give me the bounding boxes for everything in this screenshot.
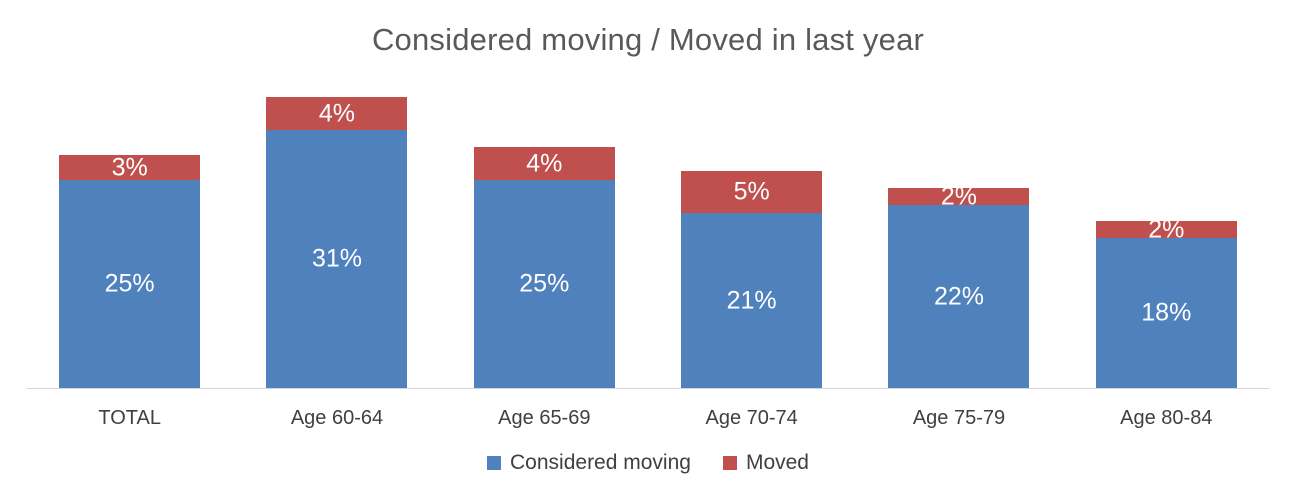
data-label-considered-moving-age-65-69: 25% [519,269,570,298]
x-axis-line [26,388,1270,389]
x-axis-label-age-75-79: Age 75-79 [912,407,1006,429]
data-label-considered-moving-age-80-84: 18% [1141,298,1192,327]
legend-label-considered-moving: Considered moving [510,451,691,474]
plot-area: 3% 25% 4% 31% 4% 25% 5% 21% 2% 22% 2% 18% [26,97,1270,388]
x-axis-label-total: TOTAL [98,407,161,429]
bar-segment-moved-total: 3% [59,153,201,181]
bar-segment-considered-moving-age-65-69: 25% [473,180,615,388]
bar-slot-age-75-79: 2% 22% [855,184,1062,388]
bar-slot-age-70-74: 5% 21% [648,171,855,388]
bar-segment-considered-moving-total: 25% [59,180,201,388]
bar-segment-considered-moving-age-70-74: 21% [681,213,823,388]
data-label-moved-age-70-74: 5% [733,177,770,206]
bar-group-age-75-79: 2% 22% [888,184,1030,388]
data-label-considered-moving-age-60-64: 31% [311,244,362,273]
data-label-moved-age-60-64: 4% [318,99,356,127]
chart-title: Considered moving / Moved in last year [371,22,925,57]
x-axis-label-age-60-64: Age 60-64 [290,407,384,429]
x-axis-label-age-70-74: Age 70-74 [705,407,798,429]
bar-group-total: 3% 25% [59,153,201,388]
legend-label-moved: Moved [745,451,809,474]
bar-segment-moved-age-60-64: 4% [266,97,408,130]
legend-item-considered-moving: Considered moving [487,451,691,475]
bar-segment-moved-age-65-69: 4% [473,147,615,180]
bar-group-age-60-64: 4% 31% [266,97,408,388]
legend: Considered moving Moved [0,451,1296,475]
bar-segment-moved-age-75-79: 2% [888,184,1030,209]
bar-segment-considered-moving-age-80-84: 18% [1095,238,1237,388]
data-label-considered-moving-age-70-74: 21% [726,286,777,314]
bar-segment-moved-age-80-84: 2% [1095,217,1237,242]
data-label-moved-age-65-69: 4% [526,149,563,177]
x-axis-label-age-80-84: Age 80-84 [1120,407,1213,429]
data-label-considered-moving-total: 25% [104,269,155,298]
bar-segment-considered-moving-age-75-79: 22% [888,205,1030,388]
bar-segment-moved-age-70-74: 5% [681,171,823,213]
x-axis-labels: TOTAL Age 60-64 Age 65-69 Age 70-74 Age 75-7… [26,407,1270,430]
x-axis-label-age-65-69: Age 65-69 [498,407,591,429]
legend-item-moved: Moved [722,451,809,475]
bar-segment-considered-moving-age-60-64: 31% [266,130,408,388]
bar-slot-age-65-69: 4% 25% [441,147,648,388]
bar-slot-age-60-64: 4% 31% [233,97,440,388]
data-label-moved-total: 3% [111,153,148,181]
legend-swatch-considered-moving [487,456,502,470]
data-label-considered-moving-age-75-79: 22% [933,282,984,310]
legend-swatch-moved [722,456,737,470]
bar-group-age-80-84: 2% 18% [1095,217,1237,388]
bar-slot-total: 3% 25% [26,155,233,388]
bar-slot-age-80-84: 2% 18% [1063,217,1270,388]
bar-group-age-70-74: 5% 21% [681,171,823,388]
bar-group-age-65-69: 4% 25% [473,147,615,388]
